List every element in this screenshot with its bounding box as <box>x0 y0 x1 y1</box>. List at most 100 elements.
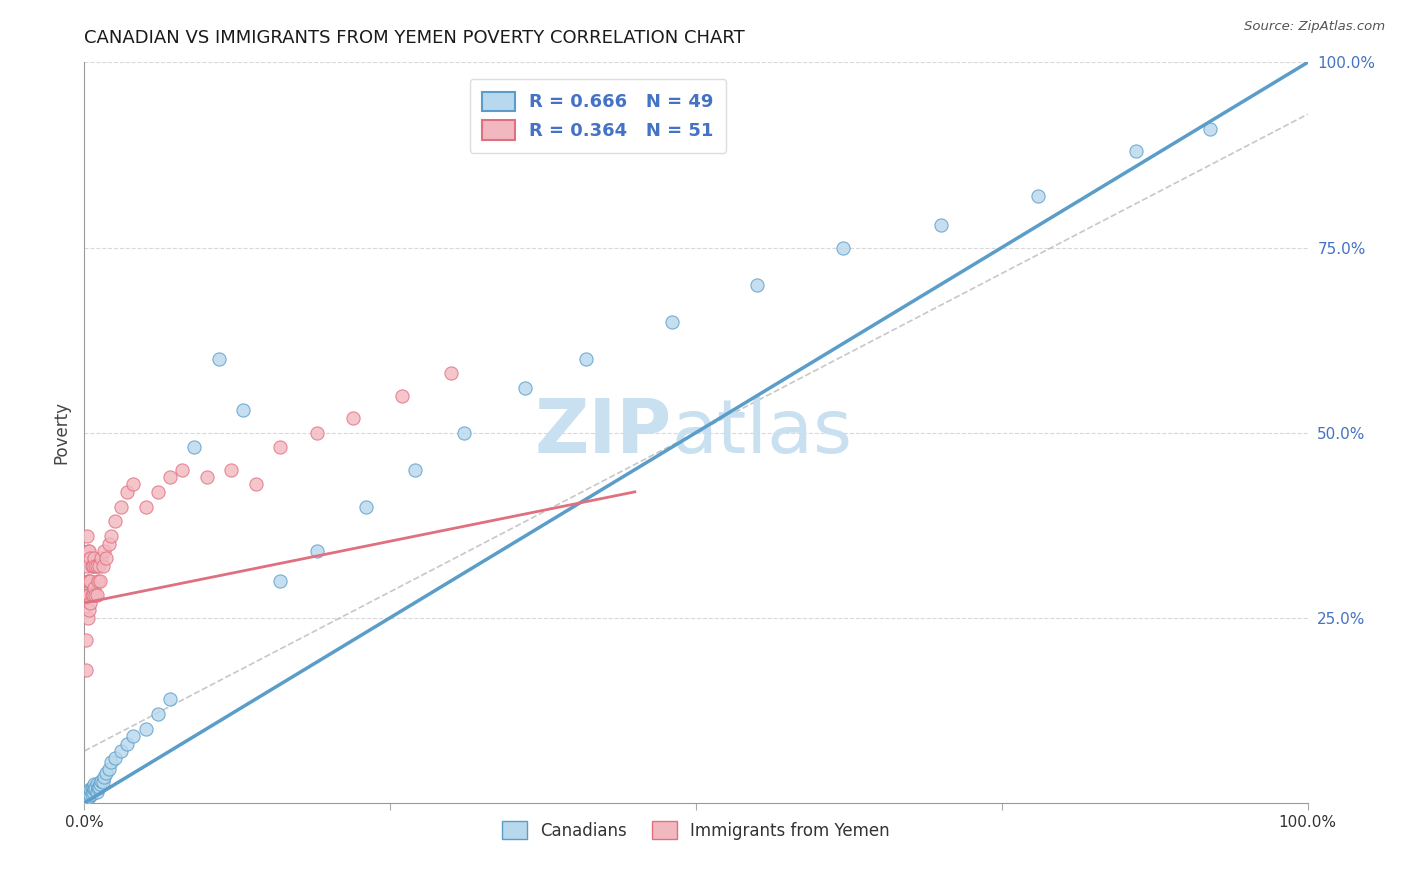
Point <box>115 484 138 499</box>
Point <box>1125 145 1147 159</box>
Point <box>87 558 110 573</box>
Point <box>80 558 103 573</box>
Point <box>661 314 683 328</box>
Point <box>159 692 181 706</box>
Point <box>86 558 108 573</box>
Point <box>96 551 118 566</box>
Point <box>87 780 110 794</box>
Point <box>135 500 157 514</box>
Point <box>104 515 127 529</box>
Point <box>91 775 114 789</box>
Point <box>79 789 101 803</box>
Point <box>84 558 107 573</box>
Point <box>82 780 104 794</box>
Point <box>77 789 100 804</box>
Point <box>87 780 110 795</box>
Point <box>75 632 97 647</box>
Point <box>77 603 100 617</box>
Point <box>79 596 101 610</box>
Point <box>77 589 100 603</box>
Point <box>75 663 97 677</box>
Point <box>929 219 952 233</box>
Point <box>172 462 194 476</box>
Text: Source: ZipAtlas.com: Source: ZipAtlas.com <box>1244 20 1385 33</box>
Point <box>80 787 103 801</box>
Text: atlas: atlas <box>672 396 852 469</box>
Point <box>269 574 291 588</box>
Point <box>96 766 118 780</box>
Point <box>77 789 100 803</box>
Text: CANADIAN VS IMMIGRANTS FROM YEMEN POVERTY CORRELATION CHART: CANADIAN VS IMMIGRANTS FROM YEMEN POVERT… <box>84 29 745 47</box>
Point <box>91 558 114 573</box>
Point <box>110 500 132 514</box>
Point <box>305 425 328 440</box>
Point <box>84 589 107 603</box>
Text: ZIP: ZIP <box>534 396 672 469</box>
Point <box>77 785 100 799</box>
Point <box>77 787 100 801</box>
Point <box>83 581 105 595</box>
Point <box>76 558 98 573</box>
Point <box>354 500 377 514</box>
Point <box>82 558 104 573</box>
Point <box>245 477 267 491</box>
Point <box>76 529 98 543</box>
Point <box>83 782 105 797</box>
Point <box>76 589 98 603</box>
Point <box>83 551 105 566</box>
Point <box>104 751 127 765</box>
Point <box>80 780 103 795</box>
Point <box>159 470 181 484</box>
Point <box>135 722 157 736</box>
Point <box>93 770 115 784</box>
Point <box>747 277 769 292</box>
Point <box>97 763 120 777</box>
Point <box>90 773 112 788</box>
Point <box>79 574 101 588</box>
Point <box>115 737 138 751</box>
Point <box>82 589 104 603</box>
Point <box>82 785 104 799</box>
Point <box>1198 122 1220 136</box>
Point <box>90 551 112 566</box>
Point <box>77 544 100 558</box>
Point <box>89 777 111 791</box>
Y-axis label: Poverty: Poverty <box>52 401 70 464</box>
Point <box>100 529 122 543</box>
Point <box>77 544 100 558</box>
Point <box>86 785 108 799</box>
Point <box>575 351 598 366</box>
Point <box>86 777 108 791</box>
Point <box>80 589 103 603</box>
Point <box>77 574 100 588</box>
Point <box>122 477 145 491</box>
Point <box>404 462 426 476</box>
Point <box>453 425 475 440</box>
Point <box>84 780 107 795</box>
Point <box>208 351 231 366</box>
Point <box>77 574 100 588</box>
Point <box>440 367 463 381</box>
Point <box>513 381 536 395</box>
Point <box>89 574 111 588</box>
Legend: Canadians, Immigrants from Yemen: Canadians, Immigrants from Yemen <box>495 814 897 847</box>
Point <box>269 441 291 455</box>
Point <box>79 782 101 797</box>
Point <box>183 441 205 455</box>
Point <box>219 462 242 476</box>
Point <box>87 574 110 588</box>
Point <box>100 755 122 769</box>
Point <box>831 240 853 255</box>
Point <box>79 551 101 566</box>
Point <box>83 777 105 791</box>
Point <box>232 403 254 417</box>
Point <box>122 729 145 743</box>
Point <box>86 589 108 603</box>
Point <box>110 744 132 758</box>
Point <box>77 610 100 624</box>
Point <box>77 589 100 603</box>
Point <box>391 388 413 402</box>
Point <box>146 706 169 721</box>
Point <box>195 470 218 484</box>
Point <box>342 410 364 425</box>
